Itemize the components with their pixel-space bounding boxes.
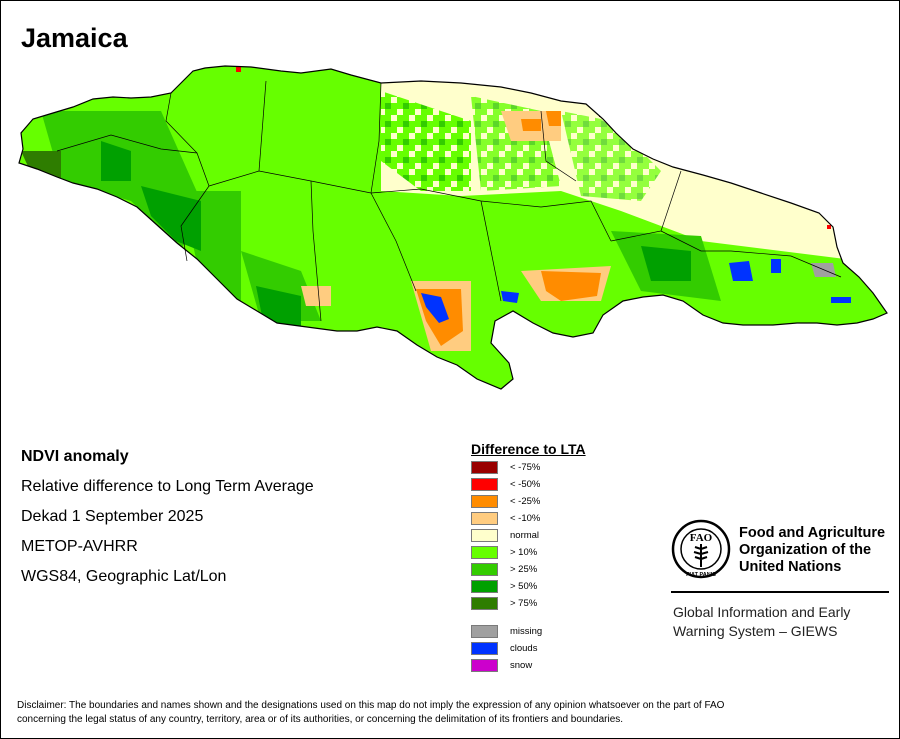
legend-label: > 10% [510, 547, 538, 558]
org-name-line: Organization of the [739, 542, 872, 558]
legend-swatch [471, 495, 498, 508]
disclaimer-line: Disclaimer: The boundaries and names sho… [17, 700, 725, 711]
info-description: Relative difference to Long Term Average [21, 478, 314, 495]
info-projection: WGS84, Geographic Lat/Lon [21, 568, 227, 585]
program-name-line: Warning System – GIEWS [673, 623, 838, 639]
legend-label: < -10% [510, 513, 541, 524]
org-divider [671, 591, 889, 593]
parish-boundaries [56, 80, 842, 322]
org-name-line: United Nations [739, 559, 842, 575]
legend-swatch [471, 625, 498, 638]
legend-label: normal [510, 530, 540, 541]
fao-logo-text: FAO [690, 532, 713, 544]
legend-swatch [471, 580, 498, 593]
program-name: Global Information and Early Warning Sys… [673, 603, 898, 641]
disclaimer-line: concerning the legal status of any count… [17, 714, 624, 725]
organization-name: Food and Agriculture Organization of the… [739, 525, 899, 576]
legend-label: clouds [510, 643, 538, 654]
legend-label: < -50% [510, 479, 541, 490]
org-name-line: Food and Agriculture [739, 525, 886, 541]
fao-logo-motto: FIAT PANIS [686, 572, 716, 578]
map-title: Jamaica [21, 23, 128, 53]
wheat-icon [693, 544, 709, 567]
legend-swatch [471, 659, 498, 672]
ndvi-anomaly-map [18, 65, 888, 390]
legend-swatch [471, 642, 498, 655]
legend-label: > 25% [510, 564, 538, 575]
island-raster [19, 66, 887, 389]
info-sensor: METOP-AVHRR [21, 538, 138, 555]
legend-title: Difference to LTA [471, 441, 586, 457]
legend-swatch [471, 461, 498, 474]
legend-label: < -25% [510, 496, 541, 507]
island-outline [18, 65, 888, 390]
legend-label: snow [510, 660, 533, 671]
legend-swatch [471, 563, 498, 576]
legend-label: missing [510, 626, 543, 637]
legend-swatch [471, 529, 498, 542]
disclaimer: Disclaimer: The boundaries and names sho… [17, 699, 889, 727]
info-heading: NDVI anomaly [21, 448, 129, 465]
legend-label: > 50% [510, 581, 538, 592]
program-name-line: Global Information and Early [673, 604, 851, 620]
info-period: Dekad 1 September 2025 [21, 508, 204, 525]
legend-swatch [471, 597, 498, 610]
legend-label: < -75% [510, 462, 541, 473]
legend-swatch [471, 478, 498, 491]
fao-logo: FAO FIAT PANIS [671, 519, 731, 579]
legend-swatch [471, 546, 498, 559]
legend-swatch [471, 512, 498, 525]
legend-label: > 75% [510, 598, 538, 609]
